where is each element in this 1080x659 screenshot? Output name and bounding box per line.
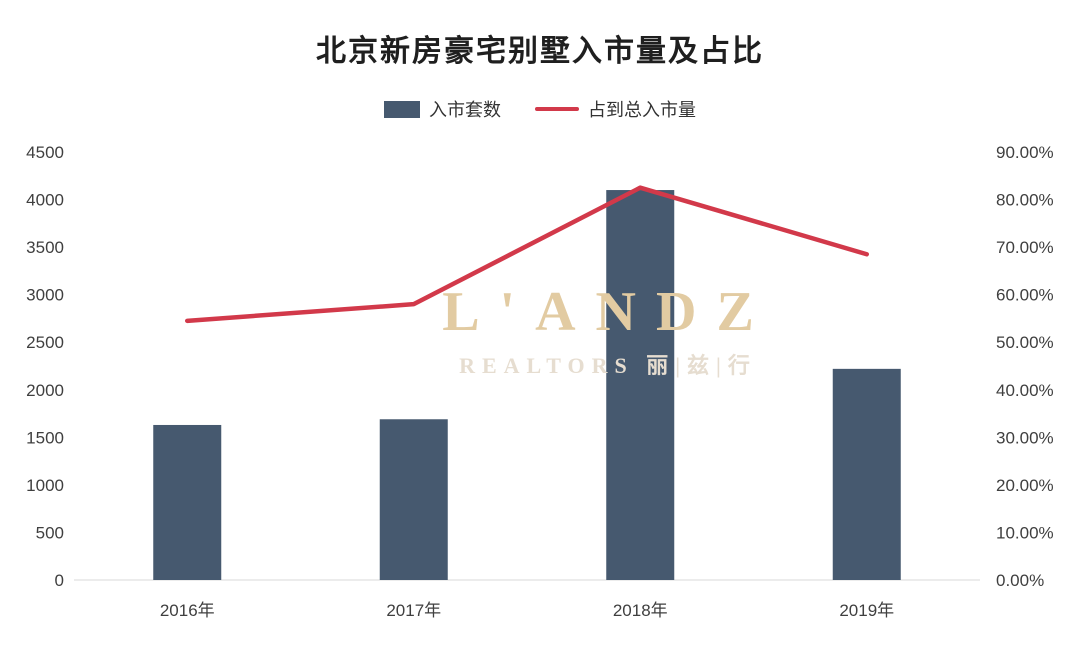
legend: 入市套数 占到总入市量 (0, 96, 1080, 122)
y-axis-right-tick-label: 60.00% (996, 286, 1054, 305)
legend-label-bars: 入市套数 (429, 100, 501, 120)
y-axis-left-tick-label: 3500 (26, 238, 64, 257)
trend-line (185, 185, 869, 324)
bar (832, 368, 901, 580)
x-axis-tick-label: 2019年 (839, 601, 894, 620)
legend-item-bars: 入市套数 (384, 96, 501, 122)
x-axis-tick-label: 2016年 (160, 601, 215, 620)
y-axis-right-tick-label: 20.00% (996, 476, 1054, 495)
y-axis-left-tick-label: 2500 (26, 333, 64, 352)
y-axis-right-tick-label: 30.00% (996, 428, 1054, 447)
line-swatch (535, 107, 579, 111)
y-axis-left-tick-label: 1500 (26, 428, 64, 447)
y-axis-left-tick-label: 500 (36, 523, 64, 542)
y-axis-left-tick-label: 2000 (26, 381, 64, 400)
x-axis-tick-label: 2017年 (386, 601, 441, 620)
y-axis-left-tick-label: 4000 (26, 191, 64, 210)
y-axis-right-tick-label: 10.00% (996, 523, 1054, 542)
y-axis-left-tick-label: 0 (55, 571, 64, 590)
y-axis-right-tick-label: 80.00% (996, 191, 1054, 210)
legend-label-line: 占到总入市量 (588, 100, 696, 120)
y-axis-left-tick-label: 3000 (26, 286, 64, 305)
y-axis-left-tick-label: 1000 (26, 476, 64, 495)
bar (153, 424, 222, 580)
y-axis-right-tick-label: 0.00% (996, 571, 1044, 590)
y-axis-right-tick-label: 90.00% (996, 143, 1054, 162)
x-axis-tick-label: 2018年 (613, 601, 668, 620)
y-axis-left-tick-label: 4500 (26, 143, 64, 162)
legend-item-line: 占到总入市量 (535, 96, 696, 122)
y-axis-right-tick-label: 40.00% (996, 381, 1054, 400)
y-axis-right-tick-label: 50.00% (996, 333, 1054, 352)
y-axis-right-tick-label: 70.00% (996, 238, 1054, 257)
bar (606, 190, 675, 581)
chart-title: 北京新房豪宅别墅入市量及占比 (316, 35, 764, 68)
bar-swatch (384, 100, 420, 118)
bar (379, 419, 448, 580)
